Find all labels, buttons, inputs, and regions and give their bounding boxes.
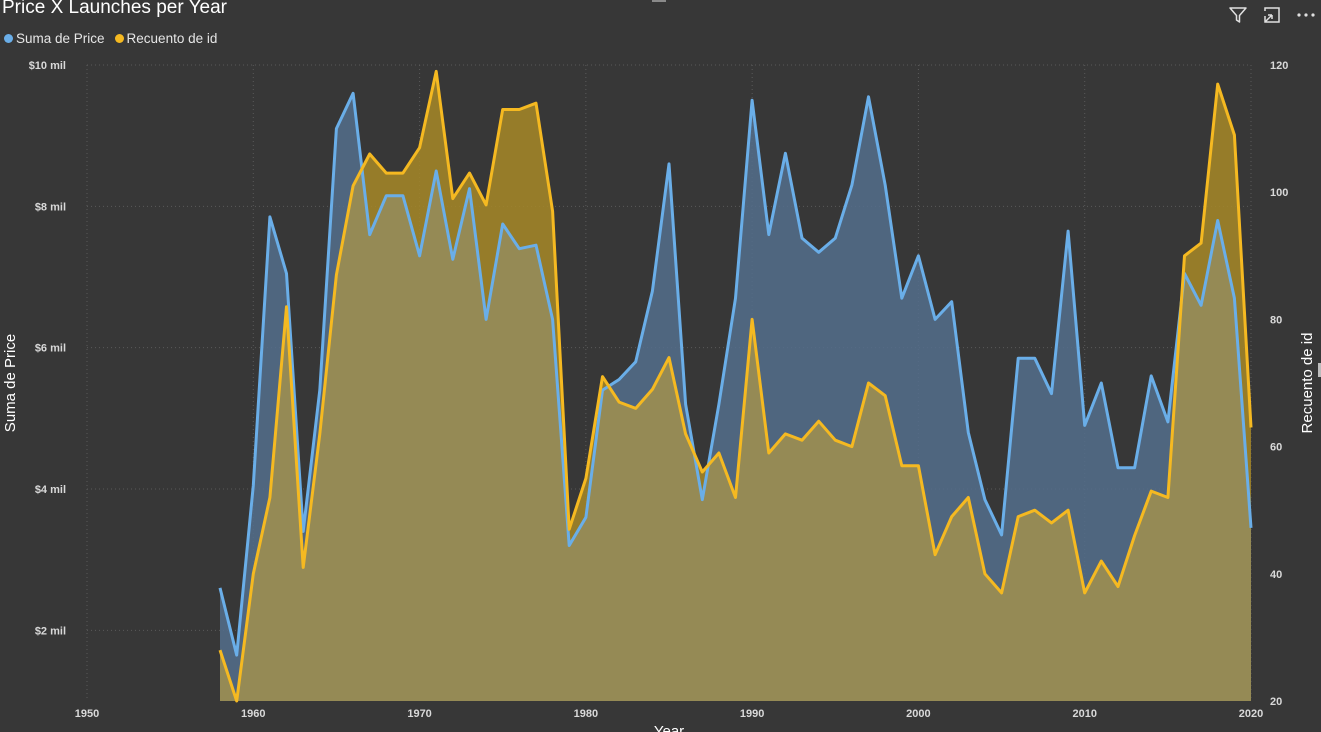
x-tick-label: 2010 bbox=[1072, 708, 1096, 720]
x-tick-label: 1990 bbox=[740, 708, 764, 720]
x-tick-label: 1970 bbox=[407, 708, 431, 720]
focus-mode-icon[interactable] bbox=[1261, 4, 1283, 26]
legend-item-price[interactable]: Suma de Price bbox=[4, 31, 105, 46]
x-tick-label: 1950 bbox=[75, 708, 99, 720]
legend-swatch-count bbox=[114, 34, 124, 43]
visual-toolbar bbox=[1227, 4, 1317, 26]
y2-tick-label: 100 bbox=[1270, 187, 1288, 199]
legend-item-count[interactable]: Recuento de id bbox=[114, 31, 218, 46]
y-tick-label: $4 mil bbox=[35, 484, 66, 496]
resize-handle[interactable] bbox=[1318, 363, 1321, 377]
x-tick-label: 2000 bbox=[906, 708, 930, 720]
x-axis-title: Year bbox=[654, 723, 684, 732]
y-tick-label: $2 mil bbox=[35, 625, 66, 637]
y-axis-title: Suma de Price bbox=[2, 334, 19, 432]
legend-label-price: Suma de Price bbox=[16, 31, 105, 46]
y2-tick-label: 40 bbox=[1270, 569, 1282, 581]
x-tick-label: 1980 bbox=[574, 708, 598, 720]
y-tick-label: $8 mil bbox=[35, 201, 66, 213]
y2-axis-title: Recuento de id bbox=[1299, 333, 1316, 434]
line-recuento-de-id bbox=[218, 69, 1253, 703]
legend: Suma de Price Recuento de id bbox=[4, 31, 217, 46]
y2-tick-label: 120 bbox=[1270, 60, 1288, 72]
line-suma-de-price bbox=[218, 91, 1253, 657]
y2-axis-ticks: 20 40 60 80 100 120 bbox=[1270, 60, 1288, 708]
y-axis-ticks: $2 mil $4 mil $6 mil $8 mil $10 mil bbox=[29, 60, 66, 637]
y-tick-label: $6 mil bbox=[35, 343, 66, 355]
y-tick-label: $10 mil bbox=[29, 60, 66, 72]
legend-label-count: Recuento de id bbox=[126, 31, 218, 46]
x-axis-ticks: 1950 1960 1970 1980 1990 2000 2010 2020 bbox=[75, 708, 1263, 720]
y2-tick-label: 20 bbox=[1270, 696, 1282, 708]
chart-title: Price X Launches per Year bbox=[2, 0, 227, 18]
x-tick-label: 1960 bbox=[241, 708, 265, 720]
filter-icon[interactable] bbox=[1227, 4, 1249, 26]
legend-swatch-price bbox=[4, 34, 13, 43]
more-options-icon[interactable] bbox=[1295, 4, 1317, 26]
drag-grip[interactable] bbox=[652, 0, 666, 2]
y2-tick-label: 80 bbox=[1270, 314, 1282, 326]
x-tick-label: 2020 bbox=[1239, 708, 1263, 720]
y2-tick-label: 60 bbox=[1270, 442, 1282, 454]
